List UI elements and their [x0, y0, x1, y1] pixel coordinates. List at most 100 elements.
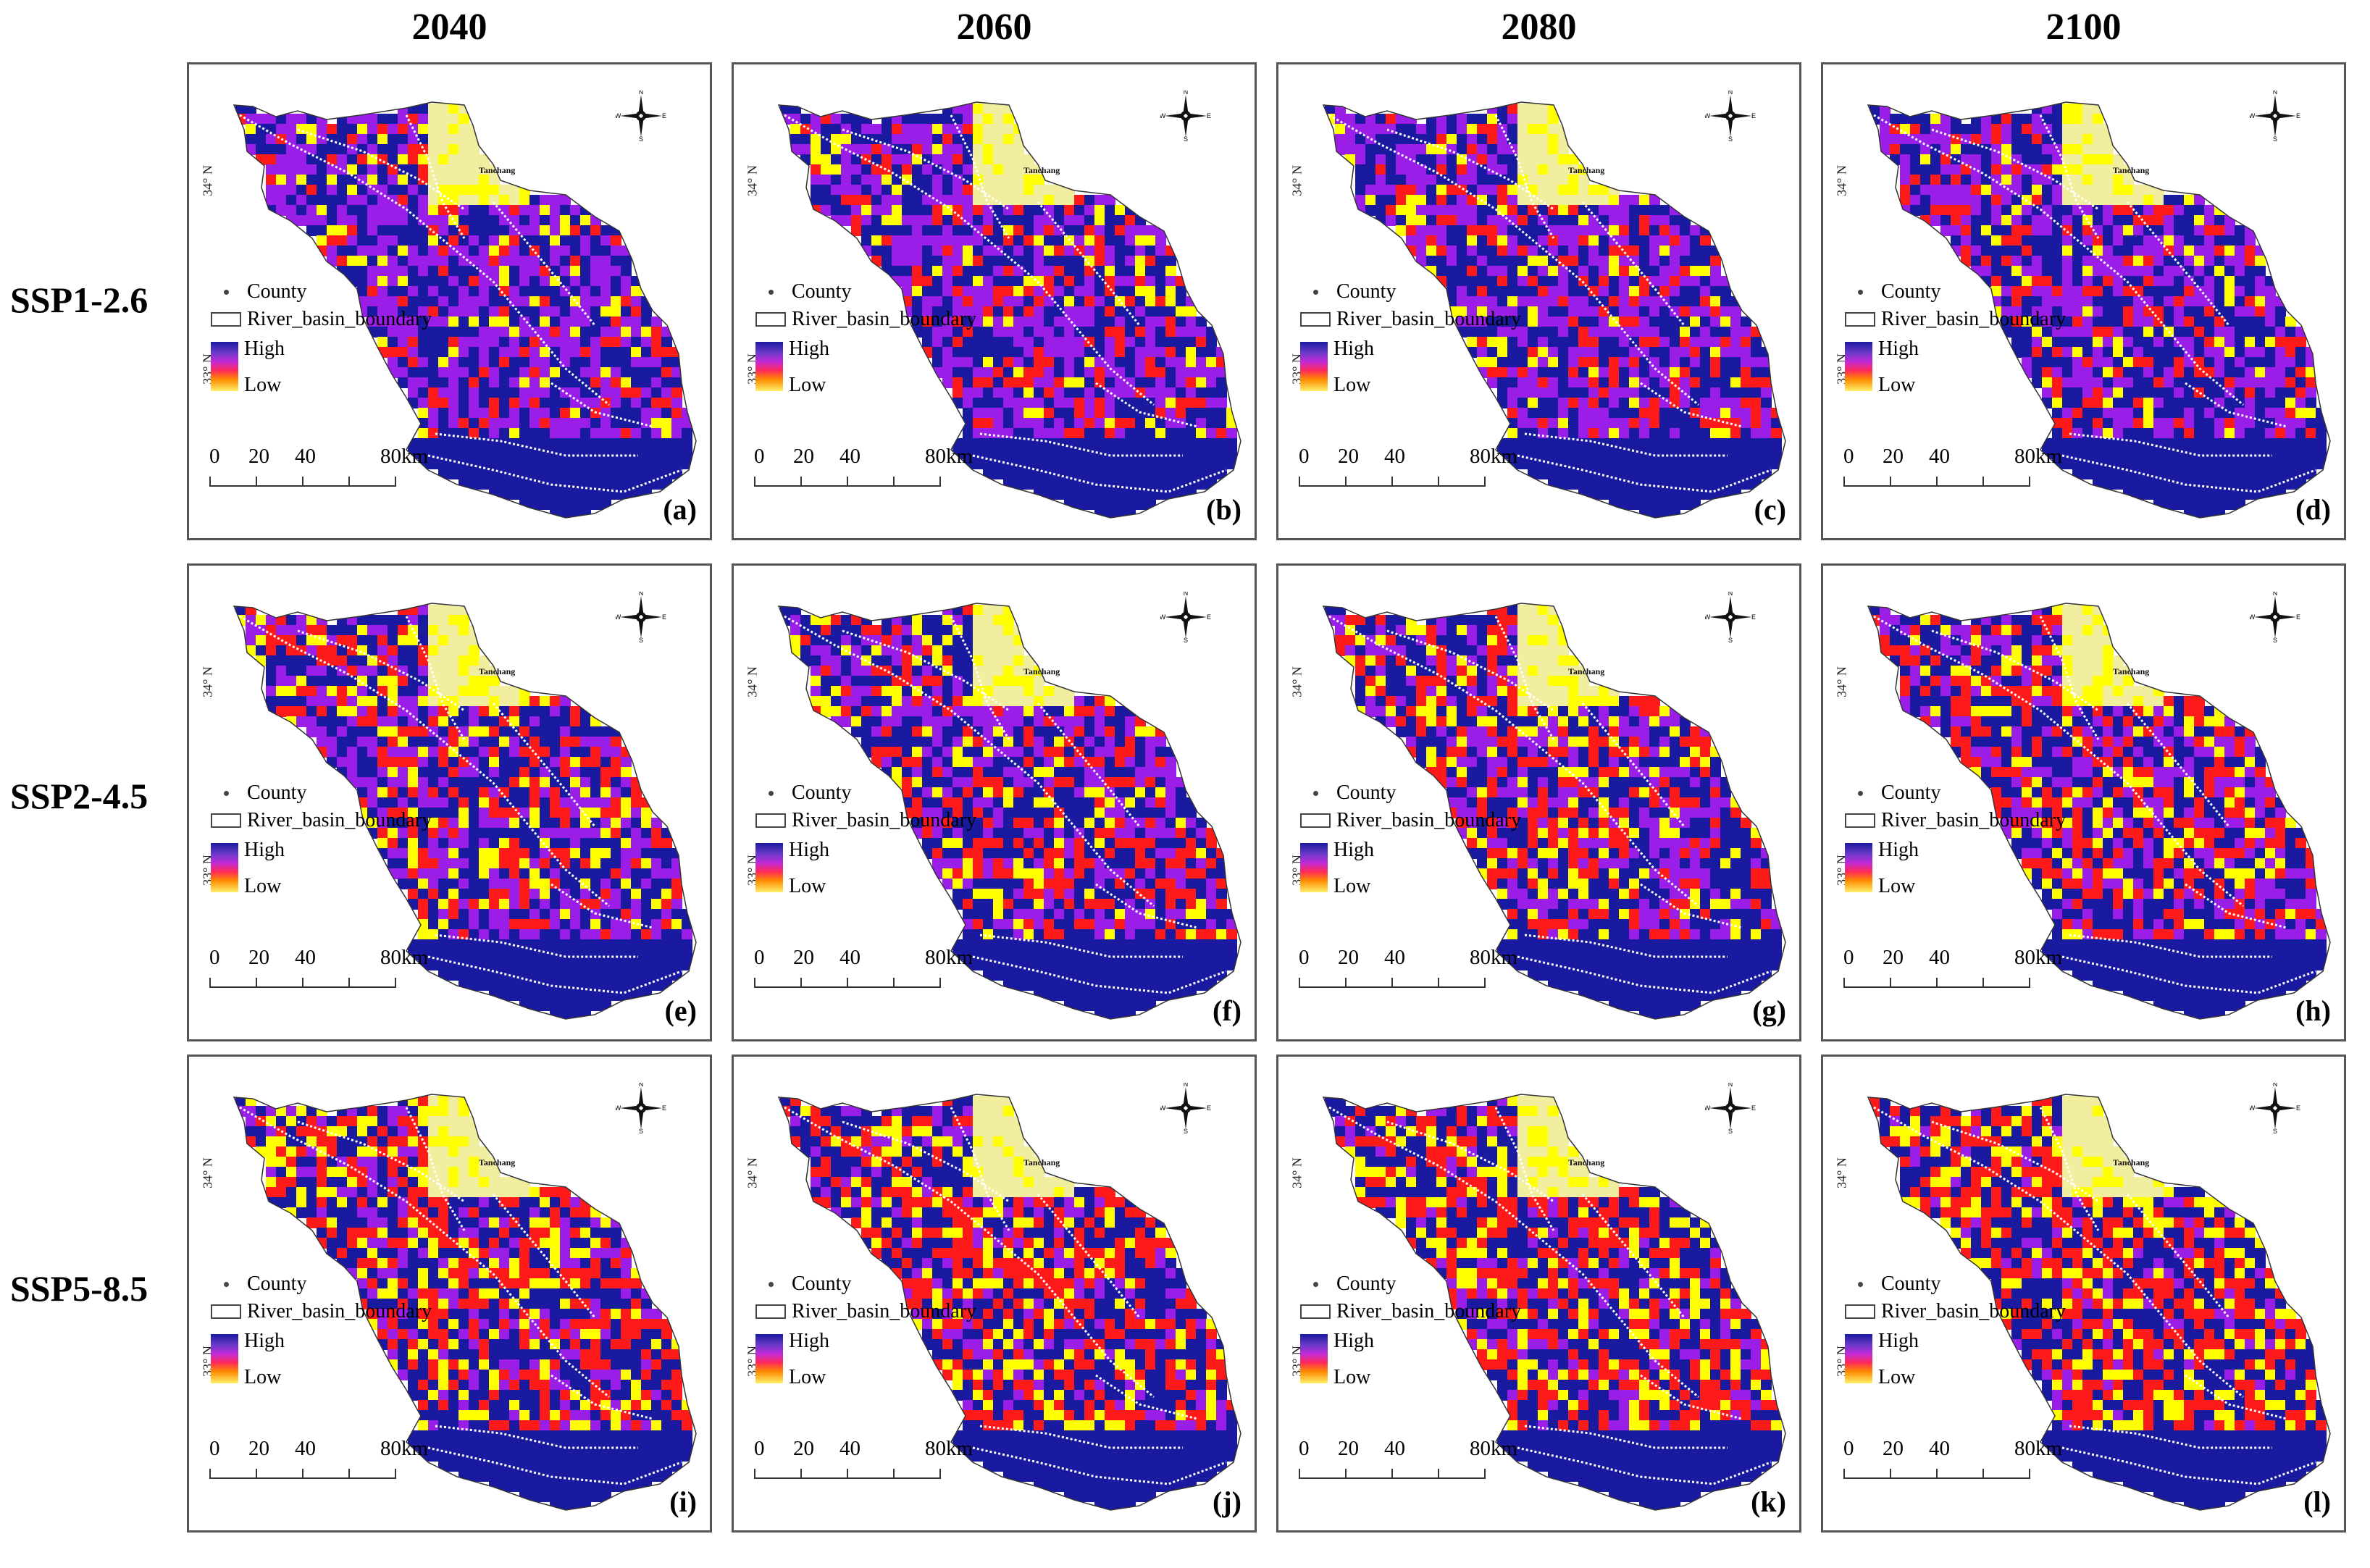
subbasin-cell [902, 175, 913, 185]
subbasin-cell [1125, 347, 1136, 358]
subbasin-cell [2072, 398, 2083, 408]
subbasin-cell [408, 327, 419, 338]
subbasin-cell [993, 124, 1004, 135]
subbasin-cell [1599, 387, 1609, 398]
subbasin-cell [1084, 357, 1095, 368]
subbasin-cell [509, 246, 520, 256]
subbasin-cell [357, 706, 368, 717]
subbasin-cell [1196, 377, 1207, 388]
subbasin-cell [1528, 367, 1538, 378]
subbasin-cell [1105, 296, 1115, 307]
subbasin-cell [1206, 327, 1217, 338]
subbasin-cell [499, 276, 510, 287]
subbasin-cell [428, 818, 439, 829]
subbasin-cell [1003, 377, 1014, 388]
subbasin-cell [882, 164, 892, 175]
subbasin-cell [1084, 377, 1095, 388]
subbasin-cell [550, 696, 561, 707]
subbasin-cell [600, 286, 611, 297]
subbasin-cell [1700, 458, 1711, 469]
subbasin-cell [2224, 377, 2235, 388]
subbasin-cell [489, 479, 500, 490]
subbasin-cell [1771, 448, 1782, 459]
subbasin-cell [560, 787, 571, 798]
subbasin-cell [1558, 296, 1569, 307]
subbasin-cell [2062, 235, 2073, 246]
subbasin-cell [428, 296, 439, 307]
subbasin-cell [519, 387, 530, 398]
subbasin-cell [448, 327, 459, 338]
subbasin-cell [922, 337, 933, 348]
subbasin-cell [2306, 357, 2316, 368]
subbasin-cell [1761, 408, 1772, 419]
subbasin-cell [2153, 296, 2164, 307]
subbasin-cell [509, 787, 520, 798]
subbasin-cell [2235, 337, 2245, 348]
subbasin-cell [418, 625, 429, 636]
subbasin-cell [631, 808, 642, 818]
subbasin-cell [1910, 144, 1921, 155]
subbasin-cell [1176, 337, 1186, 348]
subbasin-cell [2204, 469, 2215, 479]
subbasin-cell [902, 215, 913, 226]
subbasin-cell [1639, 225, 1650, 236]
subbasin-cell [963, 246, 973, 256]
subbasin-cell [489, 767, 500, 778]
subbasin-cell [1436, 215, 1447, 226]
subbasin-cell [1680, 347, 1691, 358]
subbasin-cell [1074, 286, 1085, 297]
subbasin-cell [1751, 337, 1762, 348]
subbasin-cell [499, 357, 510, 368]
subbasin-cell [1659, 266, 1670, 277]
subbasin-cell [1386, 205, 1397, 216]
subbasin-cell [458, 235, 469, 246]
subbasin-cell [2174, 398, 2185, 408]
subbasin-cell [1751, 448, 1762, 459]
scale-label-0: 0 [754, 445, 765, 468]
subbasin-cell [306, 134, 317, 145]
subbasin-cell [1528, 316, 1538, 327]
subbasin-cell [1125, 408, 1136, 419]
subbasin-cell [560, 296, 571, 307]
subbasin-cell [1538, 428, 1549, 439]
subbasin-cell [1115, 489, 1126, 500]
subbasin-cell [1034, 479, 1044, 490]
subbasin-cell [2011, 124, 2022, 135]
subbasin-cell [570, 306, 581, 317]
subbasin-cell [428, 195, 439, 206]
subbasin-cell [641, 458, 652, 469]
subbasin-cell [499, 306, 510, 317]
subbasin-cell [1105, 387, 1115, 398]
subbasin-cell [1609, 367, 1620, 378]
subbasin-cell [306, 185, 317, 196]
subbasin-cell [2214, 246, 2225, 256]
subbasin-cell [1558, 246, 1569, 256]
subbasin-cell [2113, 479, 2124, 490]
subbasin-cell [2103, 357, 2114, 368]
subbasin-cell [1528, 337, 1538, 348]
subbasin-cell [1034, 347, 1044, 358]
subbasin-cell [1497, 306, 1508, 317]
subbasin-cell [519, 316, 530, 327]
subbasin-cell [2153, 428, 2164, 439]
subbasin-cell [1396, 175, 1407, 185]
subbasin-cell [458, 306, 469, 317]
legend-boundary: River_basin_boundary [211, 306, 432, 333]
subbasin-cell [2214, 387, 2225, 398]
subbasin-cell [1629, 286, 1640, 297]
ramp-low-label: Low [1333, 374, 1371, 396]
subbasin-cell [1084, 398, 1095, 408]
subbasin-cell [1741, 337, 1751, 348]
subbasin-cell [942, 327, 953, 338]
subbasin-cell [983, 114, 994, 125]
subbasin-cell [1145, 225, 1156, 236]
subbasin-cell [621, 316, 632, 327]
subbasin-cell [1186, 316, 1197, 327]
subbasin-cell [1588, 479, 1599, 490]
subbasin-cell [892, 144, 903, 155]
subbasin-cell [1074, 235, 1085, 246]
subbasin-cell [1720, 296, 1731, 307]
subbasin-cell [1659, 448, 1670, 459]
subbasin-cell [317, 185, 327, 196]
subbasin-cell [347, 635, 358, 646]
